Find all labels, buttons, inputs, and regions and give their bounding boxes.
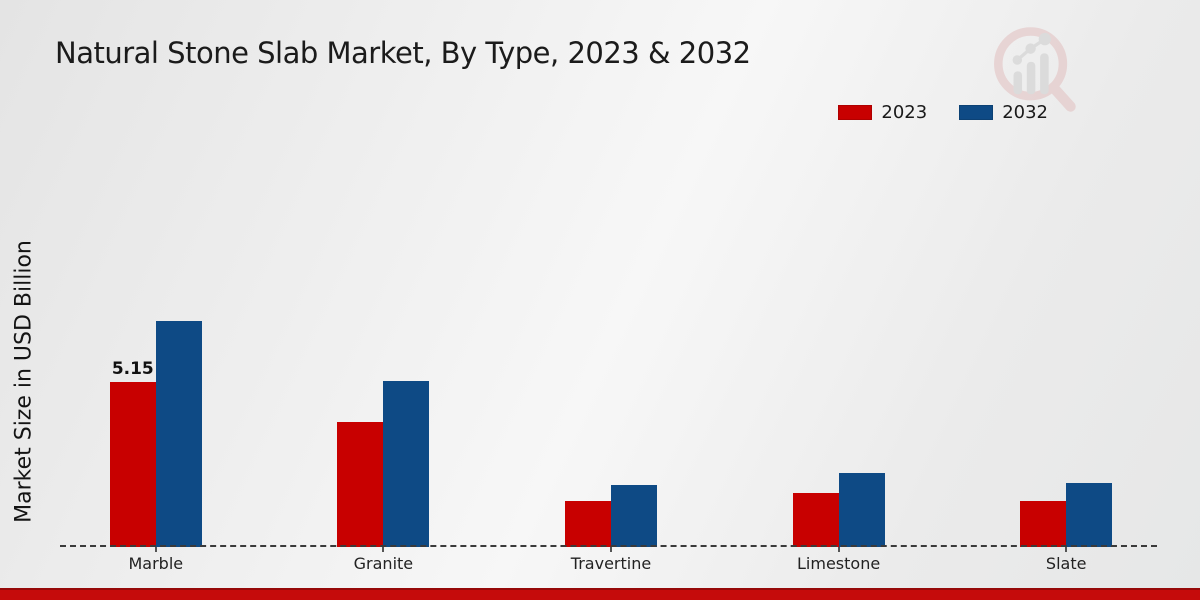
legend-swatch-2032 (959, 105, 994, 120)
x-axis-label-travertine: Travertine (570, 554, 652, 573)
bar-2023-slate (1020, 500, 1067, 547)
bar-2032-granite (383, 380, 430, 547)
x-axis-tick (154, 547, 157, 552)
x-axis-label-marble: Marble (128, 554, 184, 573)
x-axis-label-granite: Granite (353, 554, 414, 573)
bar-2023-marble (109, 382, 156, 547)
bar-2032-marble (155, 321, 202, 547)
magnifier-bar-chart-logo-icon (994, 27, 1076, 112)
legend-item-2032: 2032 (959, 102, 1048, 123)
bar-2023-travertine (565, 500, 611, 547)
legend-item-2023: 2023 (838, 102, 927, 123)
footer-accent-bar (0, 588, 1200, 600)
bar-2023-granite (337, 422, 384, 547)
x-axis-label-limestone: Limestone (797, 554, 881, 573)
x-axis-tick (610, 547, 612, 552)
bar-2032-travertine (611, 484, 657, 547)
x-axis-tick (1065, 547, 1068, 552)
plot-area: 5.15 (42, 291, 1180, 547)
x-axis-tick (837, 547, 840, 552)
x-axis-baseline (60, 545, 1157, 547)
bar-2032-slate (1066, 483, 1113, 547)
x-axis-label-slate: Slate (1045, 554, 1087, 573)
bar-2023-limestone (792, 492, 839, 547)
x-axis-tick (382, 547, 385, 552)
legend-label-2032: 2032 (1002, 102, 1048, 123)
legend-swatch-2023 (838, 105, 873, 120)
bar-2032-limestone (838, 473, 885, 547)
bar-value-label: 5.15 (111, 359, 154, 380)
y-axis-title: Market Size in USD Billion (11, 240, 37, 523)
chart-title: Natural Stone Slab Market, By Type, 2023… (55, 36, 751, 70)
legend-label-2023: 2023 (881, 102, 928, 123)
legend: 2023 2032 (806, 102, 1048, 123)
